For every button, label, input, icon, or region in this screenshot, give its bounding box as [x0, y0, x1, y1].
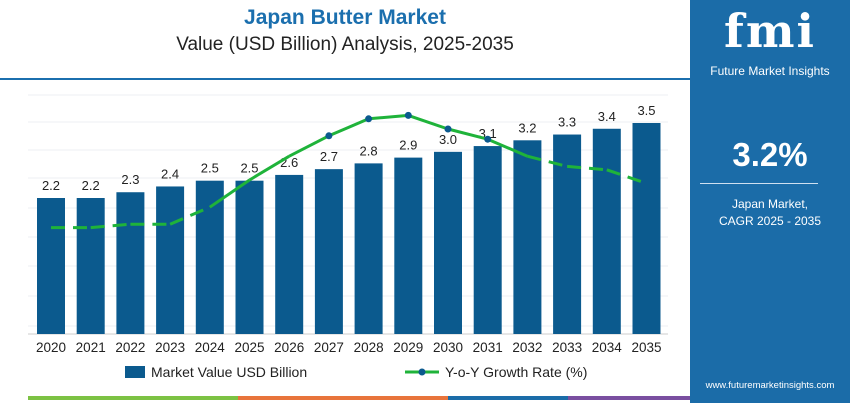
data-label-2024: 2.5	[201, 161, 219, 176]
color-strip-purple	[568, 396, 690, 400]
bar-2027	[314, 169, 343, 334]
color-strip-orange	[238, 396, 448, 400]
bar-2031	[473, 146, 502, 334]
x-tick-2028: 2028	[354, 340, 384, 355]
legend-bar-swatch	[125, 366, 145, 378]
chart-subtitle: Value (USD Billion) Analysis, 2025-2035	[176, 34, 514, 55]
growth-point-2029	[404, 111, 412, 119]
summary-panel: fmi Future Market Insights 3.2% Japan Ma…	[690, 0, 850, 403]
x-tick-2031: 2031	[473, 340, 503, 355]
bar-2028	[354, 163, 383, 334]
growth-line-segment	[169, 205, 211, 226]
growth-line-segment	[527, 154, 568, 168]
chart-title: Japan Butter Market	[244, 6, 446, 29]
logo-text: Future Market Insights	[710, 64, 830, 78]
fmi-logo: fmi	[724, 4, 816, 58]
x-tick-2020: 2020	[36, 340, 66, 355]
x-tick-2034: 2034	[592, 340, 623, 355]
legend-line[interactable]: Y-o-Y Growth Rate (%)	[405, 364, 587, 380]
legend-line-label: Y-o-Y Growth Rate (%)	[445, 364, 588, 380]
growth-line-segment	[90, 222, 131, 230]
cagr-label-line2: CAGR 2025 - 2035	[718, 214, 822, 228]
growth-line-segment	[487, 137, 528, 158]
data-label-2021: 2.2	[82, 178, 100, 193]
growth-point-2028	[365, 115, 373, 123]
x-tick-2032: 2032	[512, 340, 542, 355]
x-tick-2025: 2025	[234, 340, 264, 355]
growth-line-segment	[248, 154, 290, 182]
data-label-2025: 2.5	[240, 161, 258, 176]
growth-line-segment	[328, 117, 370, 138]
data-label-2033: 3.3	[558, 115, 576, 130]
x-tick-2023: 2023	[155, 340, 185, 355]
x-tick-2029: 2029	[393, 340, 423, 355]
bar-2026	[275, 174, 304, 334]
x-tick-2022: 2022	[115, 340, 145, 355]
data-label-2023: 2.4	[161, 166, 179, 181]
x-tick-2026: 2026	[274, 340, 304, 355]
legend-line-swatch	[405, 368, 439, 376]
x-tick-2024: 2024	[195, 340, 226, 355]
growth-line-segment	[407, 113, 449, 131]
bar-2024	[195, 180, 224, 334]
bar-2020	[37, 198, 65, 334]
bar-2025	[235, 180, 264, 334]
growth-line-segment	[606, 168, 647, 185]
data-label-2030: 3.0	[439, 132, 457, 147]
legend-bar[interactable]: Market Value USD Billion	[125, 364, 307, 380]
bar-2023	[156, 186, 185, 334]
bar-2030	[434, 151, 462, 334]
legend-bar-label: Market Value USD Billion	[151, 364, 308, 380]
growth-line-segment	[288, 134, 330, 158]
growth-point-2030	[444, 125, 452, 133]
x-tick-2033: 2033	[552, 340, 582, 355]
growth-point-2031	[484, 135, 492, 143]
x-tick-2035: 2035	[631, 340, 661, 355]
data-label-2022: 2.3	[121, 172, 139, 187]
data-label-2032: 3.2	[518, 120, 536, 135]
x-tick-2021: 2021	[76, 340, 106, 355]
color-strip-blue	[448, 396, 568, 400]
growth-point-2027	[325, 132, 333, 140]
cagr-value: 3.2%	[732, 136, 808, 173]
data-label-2020: 2.2	[42, 178, 60, 193]
data-label-2029: 2.9	[399, 138, 417, 153]
chart-area: 2.2 2020 2.2 2021 2.3 2022 2.4 2023 2.5 2024 2.5 20…	[28, 94, 668, 355]
bar-2034	[592, 128, 621, 334]
growth-line-segment	[208, 178, 251, 209]
bar-2035	[632, 122, 661, 335]
bar-2021	[76, 198, 105, 334]
growth-line-segment	[447, 127, 489, 141]
color-strip-green	[28, 396, 238, 400]
data-label-2034: 3.4	[598, 109, 616, 124]
cagr-label: Japan Market, CAGR 2025 - 2035	[690, 196, 850, 230]
panel-divider	[700, 183, 818, 184]
cagr-label-line1: Japan Market,	[731, 197, 809, 211]
data-label-2035: 3.5	[637, 103, 655, 118]
x-tick-2030: 2030	[433, 340, 463, 355]
data-label-2028: 2.8	[360, 143, 378, 158]
x-tick-2027: 2027	[314, 340, 344, 355]
growth-line-segment	[368, 113, 409, 121]
title-divider	[0, 78, 690, 80]
website-link[interactable]: www.futuremarketinsights.com	[705, 380, 835, 391]
bar-2029	[394, 157, 423, 334]
data-label-2027: 2.7	[320, 149, 338, 164]
growth-line-segment	[566, 164, 607, 172]
bar-2032	[513, 140, 542, 334]
bar-2022	[116, 192, 145, 334]
